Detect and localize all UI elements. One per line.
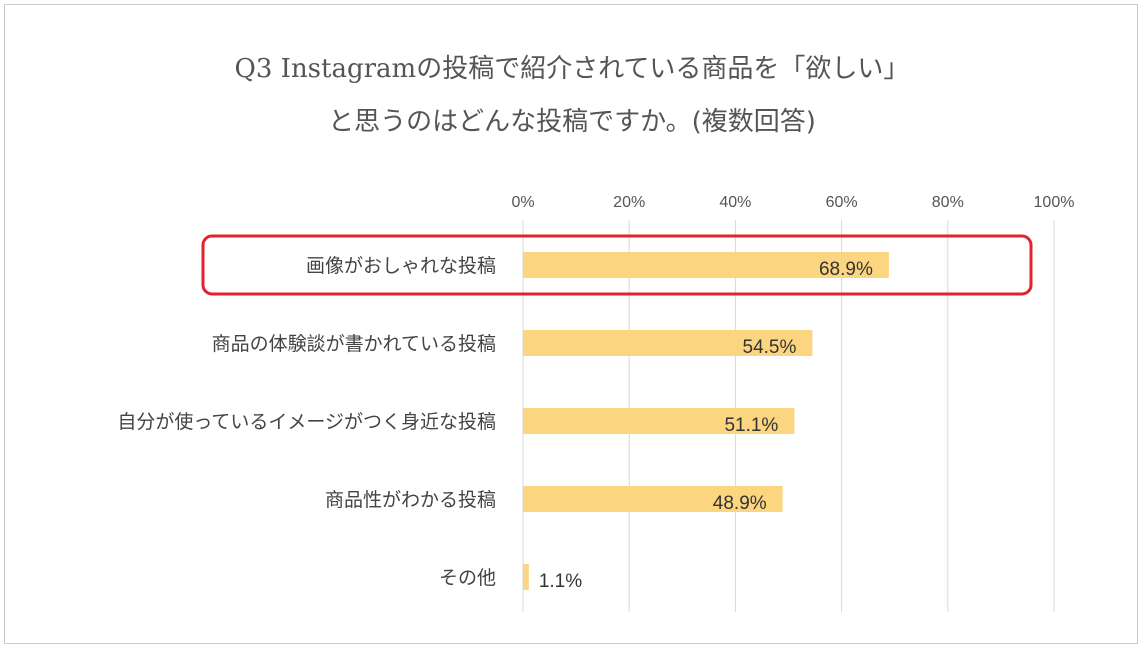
data-label: 48.9% xyxy=(713,493,767,514)
chart-frame xyxy=(4,4,1138,644)
x-tick-label: 20% xyxy=(613,194,645,211)
highlight-box xyxy=(201,234,1033,296)
data-label: 1.1% xyxy=(539,571,582,592)
category-label: その他 xyxy=(439,567,496,589)
data-label: 68.9% xyxy=(819,259,873,280)
bar xyxy=(523,330,813,356)
bar xyxy=(523,252,889,278)
x-tick-label: 100% xyxy=(1034,194,1075,211)
category-label: 画像がおしゃれな投稿 xyxy=(306,255,496,277)
category-label: 自分が使っているイメージがつく身近な投稿 xyxy=(117,411,496,433)
x-tick-label: 40% xyxy=(719,194,751,211)
bar xyxy=(523,564,529,590)
x-tick-label: 80% xyxy=(932,194,964,211)
bar xyxy=(523,408,795,434)
data-label: 54.5% xyxy=(743,337,797,358)
category-label: 商品の体験談が書かれている投稿 xyxy=(212,333,496,355)
chart-title-line-2: と思うのはどんな投稿ですか。(複数回答) xyxy=(328,107,816,137)
x-tick-label: 60% xyxy=(826,194,858,211)
data-label: 51.1% xyxy=(724,415,778,436)
category-label: 商品性がわかる投稿 xyxy=(325,489,496,511)
chart-title-line-1: Q3 Instagramの投稿で紹介されている商品を「欲しい」 xyxy=(234,54,910,84)
bar xyxy=(523,486,783,512)
x-tick-label: 0% xyxy=(511,194,534,211)
